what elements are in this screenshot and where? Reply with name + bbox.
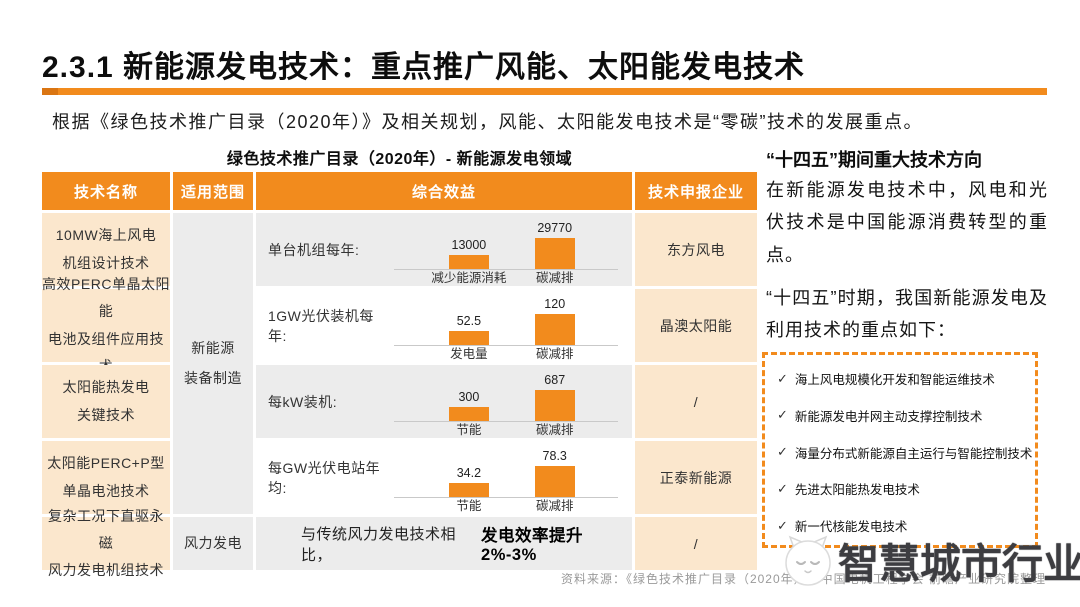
benefit-chart-cell: 1GW光伏装机每年: 52.5 发电量 120 碳减排 — [256, 289, 632, 362]
bar-value-label: 300 — [458, 390, 480, 404]
check-item-label: 先进太阳能热发电技术 — [794, 483, 920, 498]
benefit-chart-cell: 每kW装机: 300 节能 687 碳减排 — [256, 365, 632, 438]
check-item-label: 海上风电规模化开发和智能运维技术 — [794, 373, 995, 387]
bar-axis-label: 碳减排 — [535, 423, 574, 437]
bar-value-label: 34.2 — [456, 466, 482, 480]
bar-axis-label: 节能 — [456, 423, 482, 437]
check-icon: ✓ — [777, 370, 788, 386]
benefit-text-cell: 与传统风力发电技术相比， 发电效率提升2%-3% — [256, 517, 632, 570]
table-title: 绿色技术推广目录（2020年）- 新能源发电领域 — [226, 151, 573, 168]
scope-merged-cell: 新能源 装备制造 — [173, 213, 253, 514]
bar-axis-label: 减少能源消耗 — [431, 271, 507, 285]
check-item-label: 新能源发电并网主动支撑控制技术 — [794, 409, 983, 424]
check-list-item: ✓ 先进太阳能热发电技术 — [777, 479, 1027, 498]
chart-bar — [534, 466, 575, 497]
chart-baseline — [394, 345, 618, 346]
right-panel-paragraph: 在新能源发电技术中，风电和光伏技术是中国能源消费转型的重点。 — [766, 180, 1048, 265]
watermark: 智慧城市行业动态 — [780, 530, 1080, 590]
key-tech-dashed-box: ✓ 海上风电规模化开发和智能运维技术 ✓ 新能源发电并网主动支撑控制技术 ✓ 海… — [762, 352, 1038, 548]
scope-cell: 风力发电 — [173, 517, 253, 570]
check-icon: ✓ — [777, 480, 788, 496]
benefits-table: 技术名称 适用范围 综合效益 技术申报企业 10MW海上风电 机组设计技术 高效… — [42, 172, 757, 578]
check-list-item: ✓ 海量分布式新能源自主运行与智能控制技术 — [777, 443, 1032, 462]
bar-value-label: 29770 — [537, 221, 573, 235]
table-header-company: 技术申报企业 — [635, 172, 757, 210]
bar-value-label: 13000 — [451, 238, 487, 252]
mini-bar-chart: 34.2 节能 78.3 碳减排 — [390, 441, 622, 514]
chart-bar — [448, 255, 489, 269]
right-panel-paragraph: “十四五”时期，我国新能源发电及利用技术的重点如下： — [766, 288, 1048, 341]
bar-value-label: 687 — [544, 373, 566, 387]
company-cell: 正泰新能源 — [635, 441, 757, 514]
chart-label: 1GW光伏装机每年: — [268, 307, 374, 344]
company-cell: / — [635, 365, 757, 438]
title-underline — [42, 88, 1047, 95]
tech-name-cell: 太阳能PERC+P型 单晶电池技术 — [42, 441, 170, 514]
tech-name-cell: 复杂工况下直驱永磁 风力发电机组技术 — [42, 508, 170, 578]
mini-bar-chart: 52.5 发电量 120 碳减排 — [390, 289, 622, 362]
intro-text: 根据《绿色技术推广目录（2020年）》及相关规划，风能、太阳能发电技术是“零碳”… — [52, 112, 924, 132]
benefit-chart-cell: 单台机组每年: 13000 减少能源消耗 29770 碳减排 — [256, 213, 632, 286]
bar-value-label: 78.3 — [542, 449, 567, 463]
company-cell: / — [635, 517, 757, 570]
check-icon: ✓ — [777, 444, 788, 459]
bar-value-label: 52.5 — [456, 314, 482, 328]
company-cell: 晶澳太阳能 — [635, 289, 757, 362]
company-cell: 东方风电 — [635, 213, 757, 286]
chart-label: 每GW光伏电站年均: — [268, 459, 381, 496]
benefit-text-prefix: 与传统风力发电技术相比， — [301, 525, 457, 564]
chart-bar — [534, 238, 575, 269]
tech-name-cell: 太阳能热发电 关键技术 — [42, 365, 170, 438]
chart-bar — [448, 407, 489, 421]
tech-name-cell: 高效PERC单晶太阳能 电池及组件应用技术 — [42, 276, 170, 374]
chart-bar — [534, 390, 575, 421]
mini-bar-chart: 300 节能 687 碳减排 — [390, 365, 622, 438]
chart-bar — [534, 314, 575, 345]
table-header-tech-name: 技术名称 — [42, 172, 170, 210]
chart-baseline — [394, 421, 618, 422]
chart-baseline — [394, 269, 618, 270]
chart-bar — [448, 331, 489, 345]
right-panel-title: “十四五”期间重大技术方向 — [766, 150, 982, 170]
cat-face-logo-icon — [785, 535, 831, 586]
bar-axis-label: 碳减排 — [535, 271, 574, 285]
chart-label: 每kW装机: — [268, 393, 338, 410]
bar-axis-label: 碳减排 — [535, 499, 574, 513]
check-icon: ✓ — [777, 517, 788, 533]
mini-bar-chart: 13000 减少能源消耗 29770 碳减排 — [390, 213, 622, 286]
bar-axis-label: 碳减排 — [535, 347, 574, 361]
bar-axis-label: 发电量 — [450, 347, 488, 361]
page-title: 2.3.1 新能源发电技术：重点推广风能、太阳能发电技术 — [42, 51, 806, 84]
benefit-chart-cell: 每GW光伏电站年均: 34.2 节能 78.3 碳减排 — [256, 441, 632, 514]
check-item-label: 海量分布式新能源自主运行与智能控制技术 — [794, 446, 1033, 461]
chart-label: 单台机组每年: — [268, 241, 360, 258]
check-list-item: ✓ 新一代核能发电技术 — [777, 516, 1027, 535]
tech-name-cell: 10MW海上风电 机组设计技术 — [42, 213, 170, 286]
table-header-scope: 适用范围 — [173, 172, 253, 210]
chart-bar — [448, 483, 489, 497]
bar-axis-label: 节能 — [456, 499, 482, 513]
check-list-item: ✓ 海上风电规模化开发和智能运维技术 — [777, 369, 1027, 388]
chart-baseline — [394, 497, 618, 498]
check-list-item: ✓ 新能源发电并网主动支撑控制技术 — [777, 406, 1027, 425]
table-header-benefit: 综合效益 — [256, 172, 632, 210]
benefit-text-bold: 发电效率提升2%-3% — [481, 527, 584, 564]
check-icon: ✓ — [777, 407, 788, 423]
bar-value-label: 120 — [544, 297, 566, 311]
check-item-label: 新一代核能发电技术 — [794, 520, 908, 534]
watermark-text: 智慧城市行业动态 — [838, 541, 1080, 587]
